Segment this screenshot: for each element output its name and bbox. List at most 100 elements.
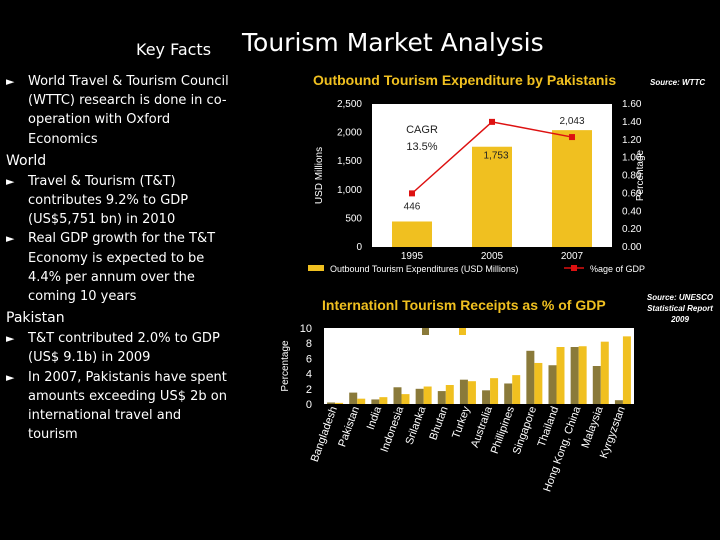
bullet-arrow-icon: ► <box>6 174 15 188</box>
y-tick-label: 2 <box>306 384 312 396</box>
receipts-bar-1995 <box>459 379 468 404</box>
y-axis-label: Percentage <box>280 340 291 392</box>
right-tick-label: 1.60 <box>622 99 642 110</box>
fact-world-1: Travel & Tourism (T&T) contributes 9.2% … <box>28 173 189 228</box>
outbound-chart-title: Outbound Tourism Expenditure by Pakistan… <box>313 72 617 88</box>
left-tick-label: 2,000 <box>337 128 362 139</box>
receipts-bar-2007 <box>445 385 454 404</box>
receipts-bar-2007 <box>556 347 565 404</box>
receipts-bar-2007 <box>401 394 410 404</box>
legend-2007-label: 2007 <box>469 327 492 338</box>
outbound-source: Source: WTTC <box>650 78 706 87</box>
receipts-bar-1995 <box>371 399 380 404</box>
left-axis-label: USD Millions <box>314 147 325 204</box>
key-facts-heading: Key Facts <box>136 40 212 59</box>
receipts-bar-1995 <box>570 347 579 404</box>
x-tick-label: Turkey <box>450 404 473 440</box>
fact-bullet: ► Real GDP growth for the T&T Economy is… <box>6 229 232 306</box>
receipts-bar-1995 <box>393 387 402 404</box>
fact-bullet: ► Travel & Tourism (T&T) contributes 9.2… <box>6 172 232 230</box>
left-tick-label: 1,000 <box>337 185 362 196</box>
receipts-bar-2007 <box>490 378 499 404</box>
y-tick-label: 10 <box>300 323 312 335</box>
bullet-arrow-icon: ► <box>6 370 15 384</box>
cagr-annotation: CAGR <box>406 124 438 136</box>
receipts-bar-1995 <box>614 400 623 404</box>
legend-1995-swatch <box>422 328 429 335</box>
expenditure-data-label: 446 <box>404 201 421 212</box>
y-tick-label: 8 <box>306 338 312 350</box>
receipts-bar-1995 <box>349 392 358 404</box>
receipts-bar-2007 <box>467 381 476 404</box>
receipts-bar-1995 <box>415 388 424 404</box>
receipts-bar-2007 <box>335 402 344 404</box>
page-title: Tourism Market Analysis <box>242 28 544 57</box>
receipts-bar-2007 <box>600 341 609 404</box>
legend-2007-swatch <box>459 328 466 335</box>
gdp-share-point <box>489 118 495 125</box>
right-tick-label: 0.80 <box>622 171 642 182</box>
receipts-source-line-2: Statistical Report 2009 <box>647 304 713 324</box>
receipts-bar-2007 <box>622 336 631 404</box>
receipts-chart-title: Internationl Tourism Receipts as % of GD… <box>322 297 606 313</box>
right-tick-label: 1.40 <box>622 117 642 128</box>
receipts-bar-1995 <box>482 390 491 404</box>
bullet-arrow-icon: ► <box>6 232 15 246</box>
legend-1995-label: 1995 <box>432 327 455 338</box>
right-tick-label: 0.40 <box>622 206 642 217</box>
right-tick-label: 0.20 <box>622 224 642 235</box>
receipts-bar-1995 <box>327 402 336 404</box>
receipts-source: Source: UNESCO Statistical Report 2009 <box>640 292 720 325</box>
receipts-bar-1995 <box>526 350 535 404</box>
expenditure-bar <box>552 130 592 247</box>
fact-intro: World Travel & Tourism Council (WTTC) re… <box>28 74 229 147</box>
receipts-bar-2007 <box>512 375 521 404</box>
bullet-arrow-icon: ► <box>6 332 15 346</box>
x-tick-label: 2007 <box>561 251 584 262</box>
receipts-bar-2007 <box>379 397 388 404</box>
receipts-bar-1995 <box>437 391 446 404</box>
y-tick-label: 0 <box>306 399 312 411</box>
receipts-bar-2007 <box>534 362 543 404</box>
legend-line-label: %age of GDP <box>590 264 645 274</box>
x-tick-label: 2005 <box>481 251 504 262</box>
pakistan-heading: Pakistan <box>6 310 65 327</box>
fact-pakistan-1: T&T contributed 2.0% to GDP (US$ 9.1b) i… <box>28 331 220 366</box>
expenditure-bar <box>392 221 432 247</box>
plot-area <box>324 328 634 404</box>
right-tick-label: 0.00 <box>622 242 642 253</box>
bullet-arrow-icon: ► <box>6 75 15 88</box>
outbound-expenditure-chart: 0 500 1,000 1,500 2,000 2,500 0.00 0.20 0.40 0.60… <box>308 99 646 274</box>
x-tick-label: Bangladesh <box>309 405 340 464</box>
right-tick-label: 0.60 <box>622 188 642 199</box>
x-tick-label: India <box>365 404 385 431</box>
legend-bar-swatch <box>308 265 324 271</box>
y-tick-label: 4 <box>306 369 312 381</box>
expenditure-data-label: 2,043 <box>559 116 584 127</box>
expenditure-bar <box>472 146 512 247</box>
x-tick-label: 1995 <box>401 251 424 262</box>
left-tick-label: 2,500 <box>337 99 362 110</box>
receipts-bar-2007 <box>357 398 366 404</box>
y-tick-label: 6 <box>306 353 312 365</box>
left-tick-label: 500 <box>345 213 362 224</box>
left-tick-label: 0 <box>356 242 362 253</box>
key-facts-list: ► World Travel & Tourism Council (WTTC) … <box>6 72 232 444</box>
x-tick-label: Pakistan <box>336 405 362 449</box>
receipts-source-line-1: Source: UNESCO <box>646 293 714 302</box>
world-heading: World <box>6 152 47 169</box>
fact-bullet: ► T&T contributed 2.0% to GDP (US$ 9.1b)… <box>6 329 232 367</box>
gdp-share-point <box>409 190 415 197</box>
legend-bar-label: Outbound Tourism Expenditures (USD Milli… <box>330 264 518 274</box>
receipts-bar-2007 <box>578 346 587 404</box>
fact-pakistan-2: In 2007, Pakistanis have spent amounts e… <box>28 369 227 443</box>
x-tick-label: Thailand <box>536 405 562 449</box>
right-tick-label: 1.00 <box>622 153 642 164</box>
legend-line-marker <box>571 265 577 271</box>
fact-bullet: ► In 2007, Pakistanis have spent amounts… <box>6 368 232 445</box>
cagr-annotation: 13.5% <box>406 141 437 153</box>
fact-bullet: ► World Travel & Tourism Council (WTTC) … <box>6 72 232 149</box>
expenditure-data-label: 1,753 <box>483 151 508 162</box>
x-tick-label: Srilanka <box>404 404 429 446</box>
